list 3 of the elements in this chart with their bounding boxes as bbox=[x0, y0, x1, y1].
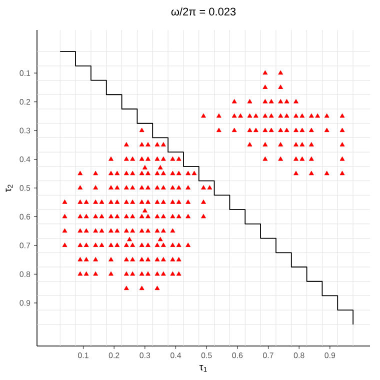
chart-title: ω/2π = 0.023 bbox=[171, 7, 236, 16]
x-axis-title: τ$_{1}$ bbox=[199, 365, 207, 372]
y-axis-title: τ$_{2}$ bbox=[6, 184, 13, 192]
